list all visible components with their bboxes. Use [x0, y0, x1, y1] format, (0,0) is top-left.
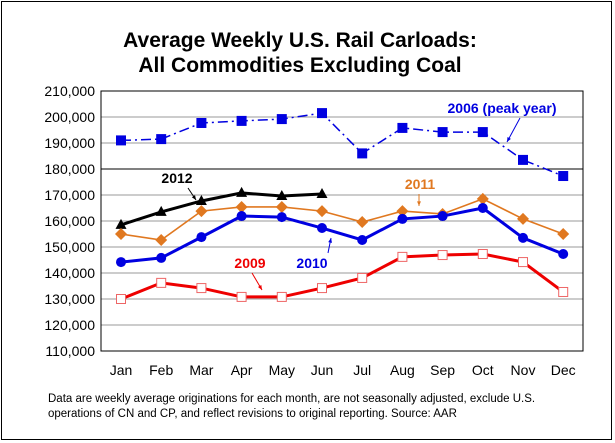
data-point	[236, 186, 248, 197]
x-tick-label: Nov	[511, 362, 536, 378]
y-tick-label: 210,000	[44, 83, 95, 99]
y-tick-label: 140,000	[44, 265, 95, 281]
title-line-1: Average Weekly U.S. Rail Carloads:	[123, 29, 477, 52]
data-point	[397, 213, 408, 224]
data-point	[437, 127, 448, 138]
data-point	[317, 223, 327, 234]
data-point	[196, 283, 207, 294]
data-point	[156, 252, 167, 263]
data-point	[236, 115, 247, 126]
data-point	[557, 228, 570, 240]
series-line-2010	[120, 206, 564, 264]
series-label: 2011	[405, 176, 436, 192]
y-tick-label: 190,000	[44, 135, 95, 151]
series-line-2011	[120, 198, 564, 241]
series-line-2006	[120, 112, 564, 177]
data-point	[477, 127, 488, 138]
series-label: 2010	[296, 255, 327, 271]
data-point	[357, 272, 368, 283]
data-point	[155, 205, 167, 216]
data-point	[477, 203, 488, 213]
data-point	[195, 205, 208, 218]
x-tick-label: Jul	[353, 362, 371, 378]
series-line-2009	[120, 252, 565, 301]
data-point	[115, 218, 127, 229]
series-label: 2009	[234, 255, 265, 271]
data-point	[156, 277, 167, 288]
y-tick-label: 130,000	[44, 291, 95, 307]
data-point	[357, 234, 368, 245]
y-tick-label: 160,000	[44, 213, 95, 229]
y-tick-label: 180,000	[44, 161, 95, 177]
data-point	[437, 211, 448, 222]
data-point	[517, 212, 529, 225]
data-point	[196, 117, 207, 128]
y-tick-label: 150,000	[44, 239, 95, 255]
data-point	[518, 257, 528, 268]
x-tick-label: Jun	[311, 362, 334, 378]
data-point	[316, 187, 328, 198]
y-tick-label: 120,000	[44, 317, 95, 333]
x-tick-label: Apr	[231, 362, 253, 378]
arrow-head	[328, 238, 333, 243]
plot-area	[100, 90, 584, 352]
y-tick-label: 110,000	[45, 343, 95, 359]
y-tick-label: 200,000	[44, 109, 95, 125]
arrow-head	[257, 285, 262, 290]
x-tick-label: Feb	[149, 362, 173, 378]
data-point	[357, 148, 368, 159]
data-point	[437, 250, 448, 261]
data-point	[156, 134, 167, 145]
data-point	[317, 108, 327, 119]
data-point	[116, 294, 126, 304]
y-tick-label: 170,000	[44, 187, 95, 203]
data-point	[276, 190, 288, 201]
data-point	[397, 122, 408, 133]
data-point	[276, 291, 287, 302]
data-point	[116, 135, 126, 146]
x-tick-label: Oct	[472, 362, 494, 378]
arrow-head	[191, 195, 196, 200]
data-point	[558, 286, 569, 297]
data-point	[397, 251, 408, 262]
x-tick-label: Sep	[430, 362, 455, 378]
data-point	[316, 205, 328, 218]
data-point	[155, 233, 168, 246]
data-point	[276, 114, 287, 125]
series-label: 2012	[161, 170, 192, 186]
x-tick-label: Mar	[189, 362, 213, 378]
data-point	[317, 283, 327, 294]
data-point	[115, 228, 127, 240]
x-tick-label: May	[269, 362, 295, 378]
data-point	[356, 216, 369, 229]
data-point	[235, 200, 248, 213]
x-tick-label: Aug	[390, 362, 415, 378]
x-tick-label: Dec	[551, 362, 576, 378]
data-point	[236, 291, 247, 302]
data-point	[396, 205, 409, 218]
data-point	[558, 171, 569, 182]
arrow-head	[507, 137, 511, 142]
data-point	[476, 192, 489, 205]
arrow-head	[417, 201, 421, 206]
data-point	[518, 154, 528, 165]
data-point	[116, 257, 126, 268]
data-point	[275, 200, 288, 213]
data-point	[236, 211, 247, 222]
series-label: 2006 (peak year)	[448, 100, 557, 116]
data-point	[518, 232, 528, 243]
data-point	[558, 249, 569, 260]
data-point	[276, 212, 287, 223]
title-line-2: All Commodities Excluding Coal	[138, 54, 462, 77]
data-point	[477, 249, 488, 260]
series-line-2012	[120, 191, 323, 227]
data-point	[196, 232, 207, 243]
x-tick-label: Jan	[110, 362, 133, 378]
data-point	[195, 194, 207, 205]
chart-title: Average Weekly U.S. Rail Carloads: All C…	[0, 28, 600, 78]
footnote: Data are weekly average originations for…	[48, 393, 536, 420]
